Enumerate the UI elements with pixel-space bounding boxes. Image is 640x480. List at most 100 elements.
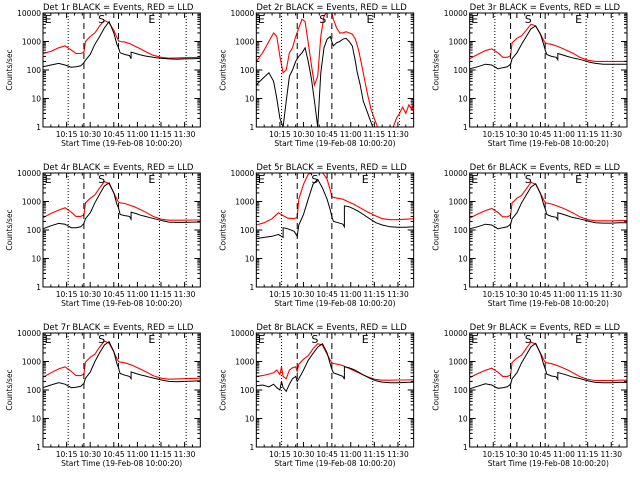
y-tick-label-6-1: 10 [458, 255, 468, 264]
x-tick-label-6-2: 10:45 [530, 290, 552, 299]
panel-title-7: Det 7r BLACK = Events, RED = LLD [43, 323, 194, 333]
x-tick-label-2-5: 11:30 [387, 130, 409, 139]
x-tick-label-8-3: 11:00 [340, 450, 362, 459]
y-axis-label-7: Counts/sec [5, 369, 14, 410]
panel-title-1: Det 1r BLACK = Events, RED = LLD [43, 3, 194, 13]
x-tick-label-6-4: 11:15 [577, 290, 599, 299]
x-tick-label-9-0: 10:15 [482, 450, 504, 459]
event-marker-label-7-2: E [148, 333, 155, 346]
event-marker-label-2-2: E [366, 13, 373, 26]
event-marker-label-5-1: S [311, 173, 318, 186]
x-tick-label-3-4: 11:15 [577, 130, 599, 139]
y-tick-label-7-3: 1000 [22, 358, 41, 367]
y-tick-label-5-3: 1000 [235, 198, 254, 207]
y-tick-label-1-1: 10 [31, 95, 41, 104]
x-tick-label-5-5: 11:30 [387, 290, 409, 299]
y-tick-label-2-3: 1000 [235, 38, 254, 47]
x-tick-label-7-0: 10:15 [56, 450, 78, 459]
x-tick-label-4-5: 11:30 [174, 290, 196, 299]
y-tick-label-5-0: 1 [250, 283, 255, 292]
x-axis-label-9: Start Time (19-Feb-08 10:00:20) [488, 459, 609, 468]
event-marker-label-5-0: E [258, 173, 265, 186]
y-tick-label-4-1: 10 [31, 255, 41, 264]
plot-frame-2 [255, 12, 415, 128]
y-tick-label-5-1: 10 [245, 255, 255, 264]
panel-title-5: Det 5r BLACK = Events, RED = LLD [256, 163, 407, 173]
x-tick-label-2-3: 11:00 [340, 130, 362, 139]
y-tick-label-4-2: 100 [27, 226, 42, 235]
y-tick-label-3-4: 10000 [444, 9, 468, 18]
event-marker-label-4-2: E [148, 173, 155, 186]
y-tick-label-3-3: 1000 [449, 38, 468, 47]
event-marker-label-6-0: E [471, 173, 478, 186]
x-axis-label-1: Start Time (19-Feb-08 10:00:20) [61, 139, 182, 148]
panel-title-8: Det 8r BLACK = Events, RED = LLD [256, 323, 407, 333]
y-tick-label-3-0: 1 [463, 123, 468, 132]
series-events-line-1 [43, 20, 201, 68]
series-events-line-6 [469, 182, 627, 230]
event-marker-label-7-1: S [98, 333, 105, 346]
event-marker-label-7-0: E [45, 333, 52, 346]
y-tick-label-8-4: 10000 [230, 329, 254, 338]
plot-frame-3 [469, 12, 628, 128]
x-axis-label-5: Start Time (19-Feb-08 10:00:20) [274, 299, 395, 308]
y-tick-label-3-1: 10 [458, 95, 468, 104]
x-tick-label-9-1: 10:30 [506, 450, 528, 459]
y-axis-label-3: Counts/sec [432, 49, 441, 90]
event-marker-label-8-0: E [258, 333, 265, 346]
y-tick-label-5-4: 10000 [230, 169, 254, 178]
x-tick-label-8-0: 10:15 [269, 450, 291, 459]
x-tick-label-6-3: 11:00 [553, 290, 575, 299]
event-marker-label-5-2: E [362, 173, 369, 186]
x-tick-label-3-3: 11:00 [553, 130, 575, 139]
panel-title-3: Det 3r BLACK = Events, RED = LLD [470, 3, 621, 13]
y-tick-label-6-2: 100 [453, 226, 468, 235]
x-tick-label-1-1: 10:30 [79, 130, 101, 139]
event-marker-label-9-2: E [575, 333, 582, 346]
panel-8: 1 10 100 1000 10000 10:15 10:30 10:45 11:00 11:15… [218, 323, 415, 468]
series-lld-line-8 [256, 343, 414, 381]
y-tick-label-7-1: 10 [31, 415, 41, 424]
y-tick-label-7-0: 1 [36, 443, 41, 452]
panel-9: 1 10 100 1000 10000 10:15 10:30 10:45 11:00 11:15… [432, 323, 628, 468]
x-tick-label-3-0: 10:15 [482, 130, 504, 139]
y-tick-label-4-3: 1000 [22, 198, 41, 207]
event-marker-label-4-0: E [45, 173, 52, 186]
y-tick-label-4-4: 10000 [17, 169, 41, 178]
x-tick-label-4-2: 10:45 [103, 290, 125, 299]
y-tick-label-2-1: 10 [245, 95, 255, 104]
plot-frame-9 [469, 332, 628, 448]
y-tick-label-2-4: 10000 [230, 9, 254, 18]
event-marker-label-9-0: E [471, 333, 478, 346]
x-axis-label-6: Start Time (19-Feb-08 10:00:20) [488, 299, 609, 308]
x-tick-label-9-2: 10:45 [530, 450, 552, 459]
event-marker-label-4-1: S [98, 173, 105, 186]
x-tick-label-5-0: 10:15 [269, 290, 291, 299]
plot-frame-5 [255, 172, 415, 288]
panel-5: 1 10 100 1000 10000 10:15 10:30 10:45 11:00 11:15… [218, 163, 415, 308]
x-tick-label-5-2: 10:45 [316, 290, 338, 299]
x-tick-label-4-4: 11:15 [150, 290, 172, 299]
panel-7: 1 10 100 1000 10000 10:15 10:30 10:45 11:00 11:15… [5, 323, 201, 468]
plot-frame-6 [469, 172, 628, 288]
y-tick-label-7-4: 10000 [17, 329, 41, 338]
x-tick-label-5-1: 10:30 [293, 290, 315, 299]
y-axis-label-8: Counts/sec [218, 369, 227, 410]
x-axis-label-8: Start Time (19-Feb-08 10:00:20) [274, 459, 395, 468]
event-marker-label-3-2: E [575, 13, 582, 26]
y-axis-label-4: Counts/sec [5, 209, 14, 250]
x-tick-label-1-3: 11:00 [127, 130, 149, 139]
panel-6: 1 10 100 1000 10000 10:15 10:30 10:45 11:00 11:15… [432, 163, 628, 308]
panel-title-9: Det 9r BLACK = Events, RED = LLD [470, 323, 621, 333]
panel-4: 1 10 100 1000 10000 10:15 10:30 10:45 11:00 11:15… [5, 163, 201, 308]
x-tick-label-6-0: 10:15 [482, 290, 504, 299]
y-tick-label-9-4: 10000 [444, 329, 468, 338]
event-marker-label-1-1: S [98, 13, 105, 26]
y-tick-label-3-2: 100 [453, 66, 468, 75]
y-tick-label-8-3: 1000 [235, 358, 254, 367]
y-tick-label-1-3: 1000 [22, 38, 41, 47]
series-lld-line-5 [256, 173, 414, 226]
x-axis-label-3: Start Time (19-Feb-08 10:00:20) [488, 139, 609, 148]
x-tick-label-2-4: 11:15 [364, 130, 386, 139]
x-tick-label-7-2: 10:45 [103, 450, 125, 459]
